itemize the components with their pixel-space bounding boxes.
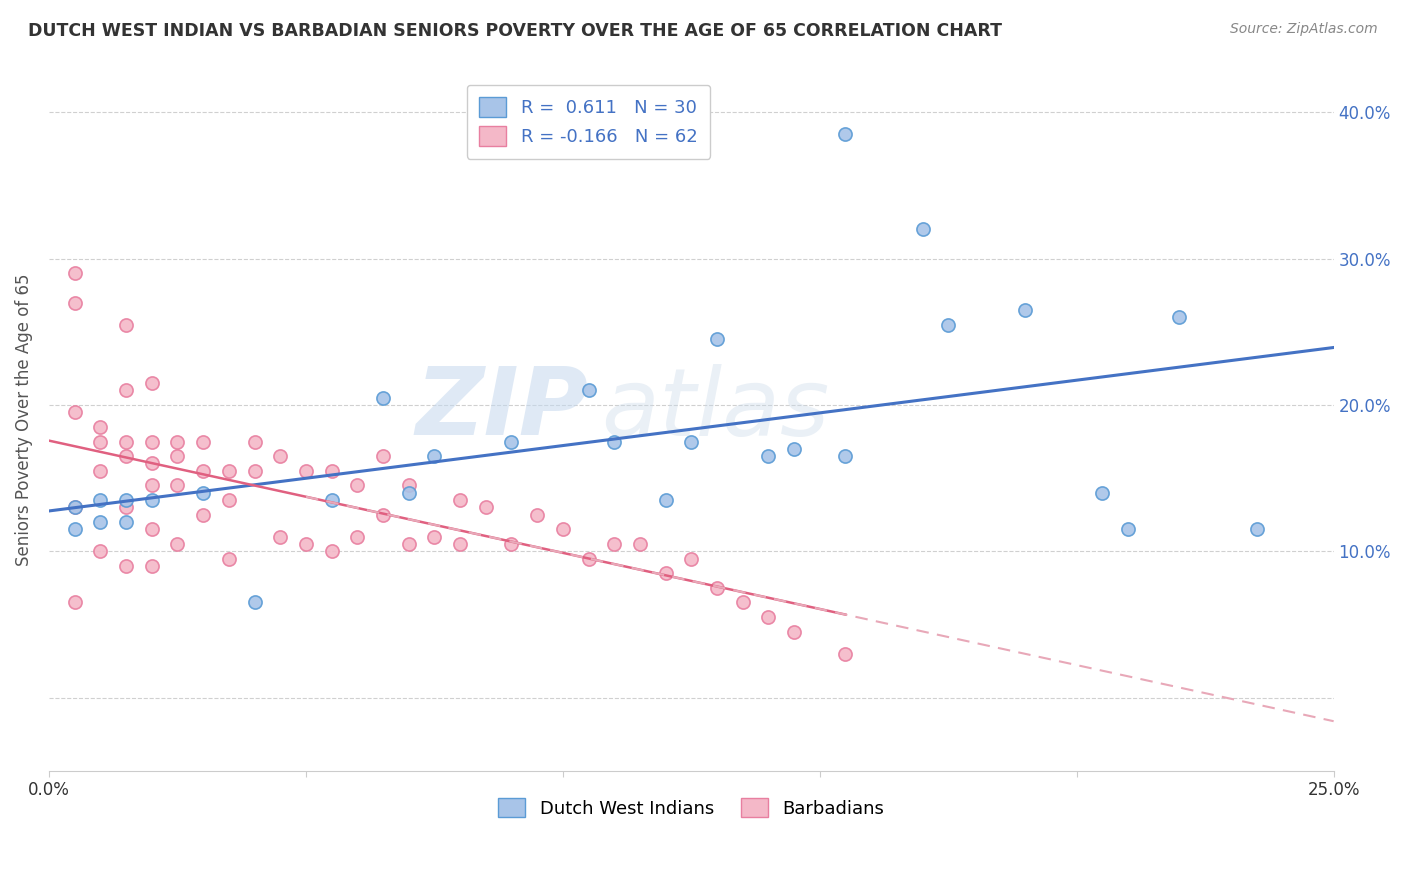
Point — [89, 420, 111, 434]
Point — [295, 464, 318, 478]
Point — [269, 530, 291, 544]
Point — [346, 530, 368, 544]
Point — [141, 493, 163, 508]
Point — [346, 478, 368, 492]
Point — [295, 537, 318, 551]
Point — [681, 434, 703, 449]
Text: ZIP: ZIP — [416, 363, 589, 455]
Point — [706, 581, 728, 595]
Point — [63, 500, 86, 515]
Point — [166, 537, 188, 551]
Point — [1168, 310, 1191, 325]
Point — [731, 595, 754, 609]
Point — [115, 515, 138, 529]
Text: DUTCH WEST INDIAN VS BARBADIAN SENIORS POVERTY OVER THE AGE OF 65 CORRELATION CH: DUTCH WEST INDIAN VS BARBADIAN SENIORS P… — [28, 22, 1002, 40]
Point — [115, 493, 138, 508]
Point — [89, 544, 111, 558]
Point — [141, 522, 163, 536]
Point — [218, 464, 240, 478]
Point — [115, 449, 138, 463]
Point — [191, 485, 214, 500]
Point — [758, 610, 780, 624]
Point — [783, 442, 806, 456]
Point — [758, 449, 780, 463]
Point — [706, 332, 728, 346]
Y-axis label: Seniors Poverty Over the Age of 65: Seniors Poverty Over the Age of 65 — [15, 273, 32, 566]
Point — [526, 508, 548, 522]
Text: atlas: atlas — [602, 364, 830, 455]
Point — [63, 500, 86, 515]
Point — [423, 449, 446, 463]
Point — [1246, 522, 1268, 536]
Point — [269, 449, 291, 463]
Point — [1014, 302, 1036, 317]
Text: Source: ZipAtlas.com: Source: ZipAtlas.com — [1230, 22, 1378, 37]
Point — [321, 464, 343, 478]
Point — [89, 464, 111, 478]
Point — [371, 508, 394, 522]
Point — [783, 624, 806, 639]
Point — [63, 522, 86, 536]
Point — [243, 595, 266, 609]
Point — [654, 566, 676, 581]
Point — [551, 522, 574, 536]
Point — [578, 384, 600, 398]
Point — [681, 551, 703, 566]
Point — [1091, 485, 1114, 500]
Point — [1116, 522, 1139, 536]
Point — [115, 318, 138, 332]
Point — [398, 537, 420, 551]
Point — [63, 405, 86, 419]
Point — [218, 551, 240, 566]
Point — [115, 384, 138, 398]
Point — [166, 434, 188, 449]
Point — [115, 434, 138, 449]
Point — [449, 493, 471, 508]
Legend: Dutch West Indians, Barbadians: Dutch West Indians, Barbadians — [491, 790, 891, 825]
Point — [449, 537, 471, 551]
Point — [834, 647, 856, 661]
Point — [63, 266, 86, 280]
Point — [89, 515, 111, 529]
Point — [191, 434, 214, 449]
Point — [63, 595, 86, 609]
Point — [243, 434, 266, 449]
Point — [501, 434, 523, 449]
Point — [191, 508, 214, 522]
Point — [115, 558, 138, 573]
Point — [243, 464, 266, 478]
Point — [89, 434, 111, 449]
Point — [911, 222, 934, 236]
Point — [141, 457, 163, 471]
Point — [474, 500, 496, 515]
Point — [321, 544, 343, 558]
Point — [654, 493, 676, 508]
Point — [603, 537, 626, 551]
Point — [834, 128, 856, 142]
Point — [63, 295, 86, 310]
Point — [89, 493, 111, 508]
Point — [191, 464, 214, 478]
Point — [141, 376, 163, 390]
Point — [321, 493, 343, 508]
Point — [218, 493, 240, 508]
Point — [166, 449, 188, 463]
Point — [398, 478, 420, 492]
Point — [141, 558, 163, 573]
Point — [371, 449, 394, 463]
Point — [578, 551, 600, 566]
Point — [423, 530, 446, 544]
Point — [141, 478, 163, 492]
Point — [371, 391, 394, 405]
Point — [603, 434, 626, 449]
Point — [834, 449, 856, 463]
Point — [166, 478, 188, 492]
Point — [398, 485, 420, 500]
Point — [141, 434, 163, 449]
Point — [936, 318, 959, 332]
Point — [628, 537, 651, 551]
Point — [115, 500, 138, 515]
Point — [501, 537, 523, 551]
